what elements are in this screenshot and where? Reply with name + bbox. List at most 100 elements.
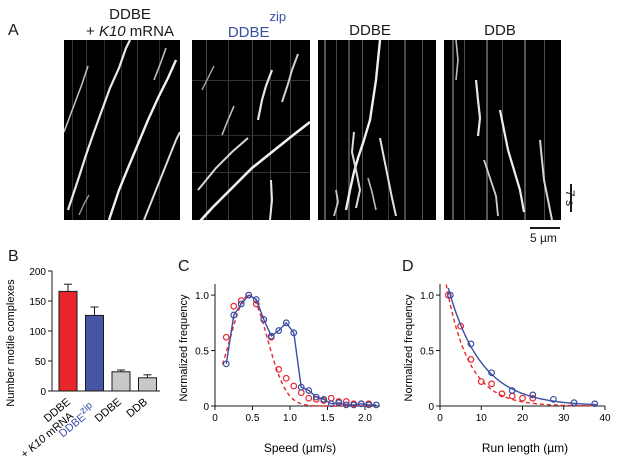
run-length-chart-series-1-point bbox=[467, 356, 475, 363]
speed-chart-y-tick-label: 0.5 bbox=[195, 347, 209, 358]
speed-chart-series-2-line bbox=[225, 294, 377, 406]
run-length-chart-series-2-point bbox=[446, 291, 454, 299]
speed-chart-series-1-point bbox=[290, 382, 298, 390]
kymograph-1 bbox=[64, 40, 180, 220]
time-scale-label: 7 s bbox=[563, 190, 577, 207]
run-length-chart-x-tick-label: 10 bbox=[476, 413, 488, 424]
bar-chart-tick-label-3: DDBE bbox=[93, 396, 124, 425]
run-length-chart-series-1-point bbox=[498, 390, 506, 398]
speed-chart-series-2-point bbox=[237, 300, 245, 308]
speed-chart-series-1-point bbox=[327, 394, 335, 402]
speed-chart-x-tick-label: 1.5 bbox=[321, 413, 335, 424]
bar-chart-y-tick-label: 100 bbox=[29, 327, 46, 338]
run-length-chart-series-1-line bbox=[445, 284, 597, 407]
kymograph-4 bbox=[444, 40, 561, 220]
run-length-chart: 0 0.5 1.0 0 10 20 30 40 Run length (µm) Normali… bbox=[403, 284, 611, 455]
run-length-chart-series-2-point bbox=[529, 391, 537, 399]
speed-chart-series-2-point bbox=[222, 360, 230, 368]
speed-chart-series-2-point bbox=[230, 311, 238, 319]
speed-chart-series-2-point bbox=[245, 291, 253, 299]
kymograph-1-title-line1: DDBE bbox=[109, 6, 151, 23]
speed-chart-series-2-point bbox=[260, 316, 268, 323]
speed-chart-x-label: Speed (µm/s) bbox=[264, 441, 336, 455]
run-length-chart-series-2-point bbox=[550, 395, 557, 403]
run-length-chart-x-tick-label: 0 bbox=[437, 413, 443, 424]
panel-label-d: D bbox=[402, 258, 414, 275]
speed-chart-y-label: Normalized frequency bbox=[178, 294, 190, 401]
speed-chart-series-2-point bbox=[357, 400, 365, 408]
speed-chart-series-2-point bbox=[305, 387, 313, 394]
kymograph-2-title: DDBEzip bbox=[227, 9, 287, 41]
panel-label-c: C bbox=[178, 258, 190, 275]
run-length-chart-series-1-point bbox=[444, 291, 452, 299]
speed-chart-series-2-point bbox=[335, 399, 343, 407]
speed-chart-series-2-point bbox=[282, 319, 290, 327]
kymograph-2 bbox=[192, 40, 310, 220]
speed-chart-series-1-point bbox=[305, 394, 313, 402]
bar-chart-y-label: Number motile complexes bbox=[5, 279, 17, 407]
speed-chart-series-2-point bbox=[342, 401, 350, 409]
bar-chart: 0 50 100 150 200 Number motile complexes DDB… bbox=[5, 267, 160, 460]
speed-chart-series-1-point bbox=[222, 333, 230, 341]
speed-chart-series-1-point bbox=[230, 302, 238, 310]
speed-chart: 0 0.5 1.0 0 0.5 1.0 1.5 2.0 Speed (µm/s) Normal… bbox=[178, 284, 380, 455]
speed-chart-series-1-point bbox=[282, 374, 290, 382]
bar-4 bbox=[138, 377, 157, 392]
speed-chart-series-2-point bbox=[320, 395, 328, 403]
speed-chart-series-1-point bbox=[275, 365, 283, 373]
run-length-chart-x-tick-label: 30 bbox=[558, 413, 570, 424]
run-length-chart-y-label: Normalized frequency bbox=[403, 294, 415, 401]
speed-chart-x-tick-label: 0.5 bbox=[246, 413, 260, 424]
bar-chart-tick-label-4: DDB bbox=[124, 396, 150, 420]
bar-chart-y-tick-label: 50 bbox=[35, 357, 47, 368]
kymograph-3-title: DDBE bbox=[349, 22, 391, 39]
panel-label-a: A bbox=[8, 22, 19, 39]
run-length-chart-series-1-point bbox=[519, 394, 526, 402]
speed-chart-series-1-point bbox=[297, 389, 305, 397]
run-length-chart-series bbox=[444, 284, 599, 408]
speed-chart-series-2-point bbox=[350, 401, 358, 409]
run-length-chart-series-2-point bbox=[508, 387, 516, 394]
bar-chart-y-tick-label: 0 bbox=[40, 387, 46, 398]
run-length-chart-series-2-point bbox=[591, 400, 599, 408]
kymograph-2-image bbox=[192, 40, 310, 220]
speed-chart-series-2-point bbox=[312, 393, 320, 401]
run-length-chart-series-2-point bbox=[488, 369, 495, 377]
speed-chart-series-2-point bbox=[290, 329, 298, 337]
run-length-chart-series-2-point bbox=[570, 399, 578, 407]
run-length-chart-series-2-line bbox=[447, 287, 597, 406]
bar-chart-y-tick-label: 200 bbox=[29, 267, 46, 278]
speed-chart-series-2-point bbox=[252, 296, 260, 303]
run-length-chart-x-tick-label: 20 bbox=[517, 413, 529, 424]
run-length-chart-x-tick-label: 40 bbox=[599, 413, 611, 424]
speed-chart-series-2-point bbox=[267, 332, 275, 340]
bar-3 bbox=[111, 371, 131, 392]
panel-label-b: B bbox=[8, 248, 19, 265]
run-length-chart-axes: 0 0.5 1.0 0 10 20 30 40 bbox=[420, 284, 611, 424]
bar-chart-y-tick-label: 150 bbox=[29, 297, 46, 308]
speed-chart-y-tick-label: 0 bbox=[203, 402, 209, 413]
speed-chart-series-2-point bbox=[275, 327, 283, 334]
distance-scale-label: 5 µm bbox=[530, 231, 557, 245]
speed-chart-x-tick-label: 1.0 bbox=[283, 413, 297, 424]
bar-2 bbox=[85, 314, 104, 392]
run-length-chart-y-tick-label: 1.0 bbox=[420, 291, 434, 302]
bar-chart-bars bbox=[58, 283, 157, 392]
kymograph-1-title: DDBE + K10 mRNA bbox=[85, 6, 175, 40]
run-length-chart-series-1-point bbox=[508, 392, 516, 400]
run-length-chart-x-label: Run length (µm) bbox=[482, 441, 568, 455]
run-length-chart-y-tick-label: 0 bbox=[428, 402, 434, 413]
kymograph-3-image bbox=[324, 40, 423, 220]
bar-1 bbox=[58, 290, 78, 392]
speed-chart-series-2-point bbox=[297, 383, 305, 391]
kymograph-1-title-line2: + K10 mRNA bbox=[86, 23, 174, 40]
run-length-chart-series-1-point bbox=[488, 380, 495, 388]
run-length-chart-series-2-point bbox=[467, 340, 475, 348]
speed-chart-series-1-line bbox=[221, 294, 371, 407]
run-length-chart-series-1-point bbox=[477, 378, 485, 385]
speed-chart-x-tick-label: 2.0 bbox=[358, 413, 372, 424]
speed-chart-y-tick-label: 1.0 bbox=[195, 291, 209, 302]
kymograph-4-title: DDB bbox=[484, 22, 516, 39]
kymograph-4-image bbox=[452, 40, 553, 220]
speed-chart-series-2-point bbox=[327, 400, 335, 408]
